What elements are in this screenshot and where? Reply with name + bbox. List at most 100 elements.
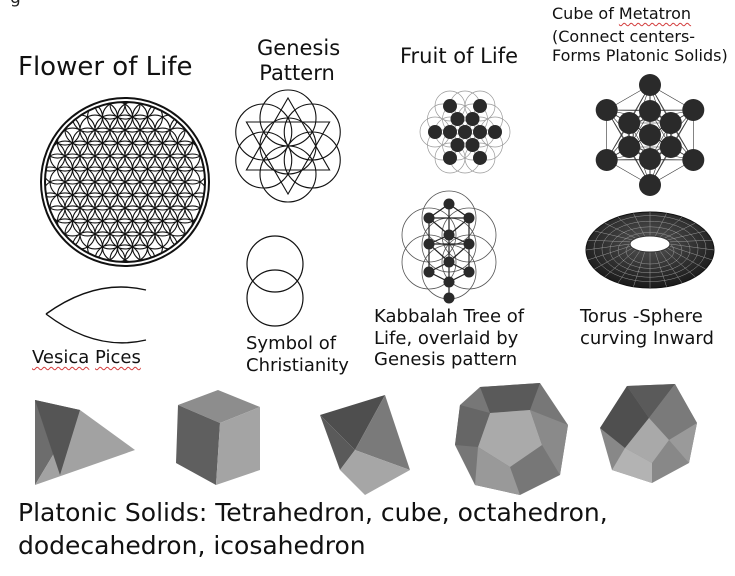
flower-outer-ring: [44, 101, 206, 263]
torus-grid-line: [633, 213, 646, 237]
torus-grid-line: [594, 247, 633, 270]
fruit-dot: [465, 112, 480, 127]
fruit-dot: [443, 99, 457, 114]
metatron-cube-figure: [595, 74, 705, 196]
dodeca-face-right: [530, 410, 568, 475]
vesica-pices-fish-figure: [45, 286, 147, 344]
fruit-dot: [450, 137, 465, 152]
torus-grid-line: [617, 216, 641, 238]
torus-grid-line: [617, 250, 641, 284]
metatron-title: Cube of Metatron: [552, 4, 691, 23]
metatron-sphere: [595, 99, 618, 121]
metatron-sphere: [659, 112, 682, 134]
lower-circle: [246, 269, 304, 327]
cube-face-right: [216, 407, 260, 485]
torus-grid-line: [669, 243, 715, 251]
icosa-face-4: [625, 418, 669, 463]
dodeca-face-top: [480, 383, 540, 413]
metatron-sphere: [639, 74, 661, 96]
fish-upper-arc: [45, 286, 147, 315]
fruit-dot: [458, 125, 472, 139]
torus-grid-line: [659, 216, 683, 238]
metatron-sphere: [639, 174, 661, 196]
metatron-sphere: [639, 148, 661, 170]
genesis-circle: [283, 103, 341, 161]
kabbalah-sephira: [443, 229, 455, 241]
metatron-word: Metatron: [618, 4, 692, 23]
fruit-dot: [488, 125, 502, 139]
tetrahedron-figure: [35, 400, 135, 485]
torus-grid-line: [588, 239, 631, 243]
genesis-pattern-title: Genesis Pattern: [257, 36, 341, 86]
torus-grid-line: [594, 230, 633, 241]
torus-figure: [585, 211, 715, 289]
torus-label: Torus -Sphere curving Inward: [580, 306, 714, 349]
christianity-label: Symbol of Christianity: [246, 333, 349, 376]
fruit-dot: [443, 125, 457, 139]
kabbalah-sephira: [423, 212, 435, 224]
torus-grid-line: [654, 251, 667, 287]
icosa-face-3: [649, 384, 697, 440]
dodeca-face-front: [478, 410, 542, 467]
metatron-sphere: [682, 99, 705, 121]
cube-face-top: [178, 390, 260, 423]
kabbalah-sephira: [463, 238, 475, 250]
genesis-pattern-figure: [235, 89, 341, 203]
kabbalah-sephira: [443, 276, 455, 288]
torus-grid-line: [667, 247, 706, 270]
torus-grid-line: [604, 249, 637, 278]
flower-outer-ring: [40, 97, 210, 267]
fruit-of-life-figure: [419, 90, 511, 174]
star-triangle-up: [245, 96, 331, 171]
fish-lower-arc: [45, 313, 147, 344]
kabbalah-sephira: [423, 238, 435, 250]
metatron-sphere: [618, 136, 641, 158]
dodecahedron-figure: [455, 383, 568, 495]
kabbalah-sephira: [443, 292, 455, 304]
flower-of-life-figure: [40, 97, 210, 267]
torus-grid-line: [663, 249, 696, 278]
fruit-dot: [450, 112, 465, 127]
tetra-face-mid: [35, 400, 80, 475]
torus-grid-line: [659, 250, 683, 284]
star-triangle-down: [245, 121, 331, 196]
torus-grid-line: [654, 213, 667, 237]
icosa-face-2: [600, 386, 649, 448]
fruit-dot: [465, 137, 480, 152]
metatron-sphere: [659, 136, 682, 158]
cropped-top-text: g: [10, 0, 21, 8]
torus-hole: [629, 235, 671, 253]
icosa-face-6: [612, 448, 652, 483]
octa-face-4: [340, 450, 410, 495]
kabbalah-sephira: [443, 256, 455, 268]
kabbalah-sephira: [463, 266, 475, 278]
kabbalah-label: Kabbalah Tree of Life, overlaid by Genes…: [374, 306, 525, 371]
cube-figure: [176, 390, 260, 485]
metatron-sphere: [595, 149, 618, 171]
vesica-word: Vesica: [32, 347, 90, 368]
platonic-solids-caption: Platonic Solids: Tetrahedron, cube, octa…: [18, 498, 608, 560]
torus-grid-line: [604, 222, 636, 239]
torus-grid-line: [633, 251, 646, 287]
kabbalah-sephira: [443, 198, 455, 210]
metatron-sphere: [639, 124, 661, 146]
metatron-subtitle: (Connect centers- Forms Platonic Solids): [552, 27, 728, 66]
octa-face-1: [320, 395, 385, 450]
kabbalah-sephira: [463, 212, 475, 224]
dodeca-face-bottom: [475, 447, 520, 495]
icosa-face-1: [627, 384, 675, 418]
upper-circle: [246, 235, 304, 293]
metatron-sphere: [639, 100, 661, 122]
metatron-sphere: [618, 112, 641, 134]
cube-face-left: [176, 405, 220, 485]
fruit-dot: [473, 150, 487, 165]
dodeca-face-left: [455, 405, 490, 447]
octa-face-2: [355, 395, 410, 470]
metatron-sphere: [682, 149, 705, 171]
octa-face-3: [320, 415, 355, 470]
kabbalah-sephira: [423, 266, 435, 278]
octahedron-figure: [320, 395, 410, 495]
fruit-dot: [443, 150, 457, 165]
pices-word: Pices: [95, 347, 141, 368]
metatron-title-prefix: Cube of: [552, 4, 619, 23]
